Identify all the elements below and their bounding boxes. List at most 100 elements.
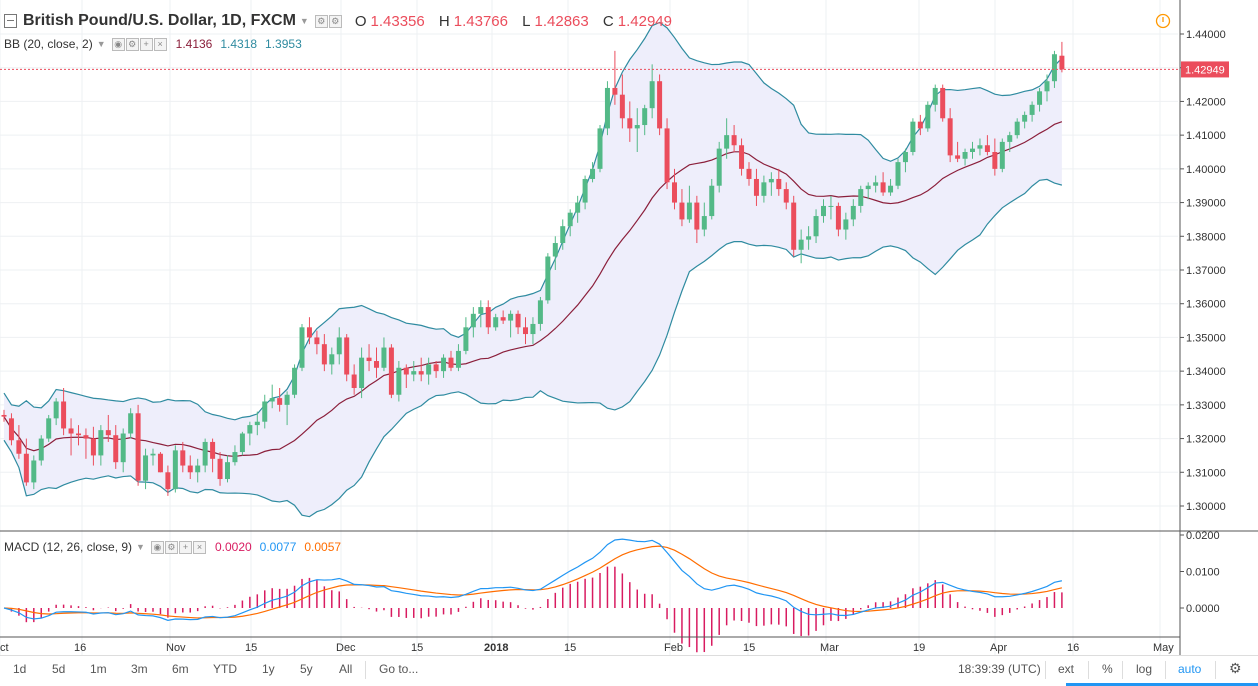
candle [604, 87, 610, 129]
candle [910, 121, 916, 152]
ext-toggle[interactable]: ext [1058, 662, 1075, 676]
candle [120, 433, 126, 463]
gear-icon[interactable]: ⚙ [164, 540, 178, 554]
candle [284, 394, 290, 405]
range-5d[interactable]: 5d [52, 662, 66, 676]
chevron-down-icon[interactable]: ▼ [299, 16, 309, 26]
time-tick-label: 15 [245, 642, 257, 654]
gear-icon[interactable]: ⚙ [125, 37, 139, 51]
macd-pane [3, 538, 1063, 653]
candle [314, 337, 320, 345]
divider [1165, 661, 1166, 679]
plus-icon[interactable]: + [178, 540, 192, 554]
candle [150, 453, 156, 456]
candle [657, 81, 663, 129]
high-value: 1.43766 [453, 12, 508, 30]
plus-icon[interactable]: + [139, 37, 153, 51]
candle [783, 189, 789, 203]
candle [619, 94, 625, 119]
candle [180, 450, 186, 466]
log-toggle[interactable]: log [1136, 662, 1153, 676]
candle [299, 327, 305, 368]
range-1m[interactable]: 1m [90, 662, 107, 676]
range-all[interactable]: All [339, 662, 353, 676]
chevron-down-icon[interactable]: ▼ [136, 542, 145, 552]
candle [113, 435, 119, 463]
candle [709, 185, 715, 217]
candle [128, 413, 134, 434]
macd-legend: MACD (12, 26, close, 9) ▼ ◉ ⚙ + × 0.0020… [4, 540, 341, 554]
price-tick-label: 1.30000 [1186, 501, 1226, 513]
candle [940, 87, 946, 119]
macd-value: 0.0077 [259, 540, 297, 554]
candle [187, 465, 193, 473]
candle [98, 430, 104, 456]
macd-hist-value: 0.0020 [214, 540, 252, 554]
settings-icon[interactable]: ⚙ [1229, 660, 1242, 676]
range-5y[interactable]: 5y [300, 662, 313, 676]
eye-icon[interactable]: ◉ [111, 37, 125, 51]
time-tick-label: 15 [564, 642, 576, 654]
candle [225, 462, 230, 480]
candle [485, 307, 491, 328]
candle [545, 256, 551, 301]
range-3m[interactable]: 3m [131, 662, 148, 676]
price-chart[interactable]: 1.440001.430001.420001.410001.400001.390… [0, 0, 1258, 655]
candle [381, 347, 387, 368]
chevron-down-icon[interactable]: ▼ [96, 39, 106, 49]
range-ytd[interactable]: YTD [213, 662, 237, 676]
candle [135, 413, 141, 481]
symbol-title[interactable]: British Pound/U.S. Dollar, 1D, FXCM [23, 12, 296, 29]
bb-fill [4, 22, 1062, 517]
collapse-icon[interactable] [4, 14, 17, 28]
price-tick-label: 1.41000 [1186, 130, 1226, 142]
candle [962, 152, 968, 159]
auto-toggle[interactable]: auto [1178, 662, 1202, 676]
candle [575, 202, 581, 213]
price-tick-label: 1.37000 [1186, 265, 1226, 277]
bb-label[interactable]: BB (20, close, 2) [4, 37, 93, 51]
eye-icon[interactable]: ◉ [150, 540, 164, 554]
candle [917, 121, 923, 129]
gear-icon[interactable]: ⚙ [328, 14, 342, 28]
candle [374, 361, 379, 368]
range-1y[interactable]: 1y [262, 662, 275, 676]
candle [1037, 91, 1043, 105]
close-icon[interactable]: × [192, 540, 206, 554]
candle [523, 327, 528, 335]
goto-button[interactable]: Go to... [379, 662, 419, 676]
range-6m[interactable]: 6m [172, 662, 189, 676]
macd-label[interactable]: MACD (12, 26, close, 9) [4, 540, 133, 554]
candle [672, 182, 677, 203]
time-tick-label: 16 [74, 642, 86, 654]
candle [1022, 114, 1028, 122]
bottom-toolbar: 1d 5d 1m 3m 6m YTD 1y 5y All Go to... 18… [0, 655, 1258, 686]
bb-basis-value: 1.4136 [175, 37, 213, 51]
candle [239, 433, 245, 453]
price-axis-bg [1180, 0, 1258, 655]
candle [83, 435, 89, 439]
candle [455, 350, 461, 368]
time-tick-label: Feb [664, 642, 683, 654]
macd-line [3, 538, 1063, 621]
percent-toggle[interactable]: % [1102, 662, 1113, 676]
candle [321, 344, 327, 365]
candle [642, 108, 648, 126]
price-tick-label: 1.36000 [1186, 299, 1226, 311]
candle [724, 135, 730, 149]
candle [746, 168, 752, 179]
clock[interactable]: 18:39:39 (UTC) [958, 662, 1041, 676]
last-price-badge [1181, 61, 1229, 78]
candle [932, 87, 938, 105]
close-icon[interactable]: × [153, 37, 167, 51]
candle [567, 212, 573, 227]
settings-icon[interactable]: ⚙ [314, 14, 328, 28]
bb-basis-line [3, 121, 1063, 458]
alert-icon[interactable] [1155, 13, 1171, 29]
divider [1045, 661, 1046, 679]
candle [835, 205, 841, 230]
time-tick-label: 16 [1067, 642, 1079, 654]
price-tick-label: 1.32000 [1186, 434, 1226, 446]
range-1d[interactable]: 1d [13, 662, 27, 676]
